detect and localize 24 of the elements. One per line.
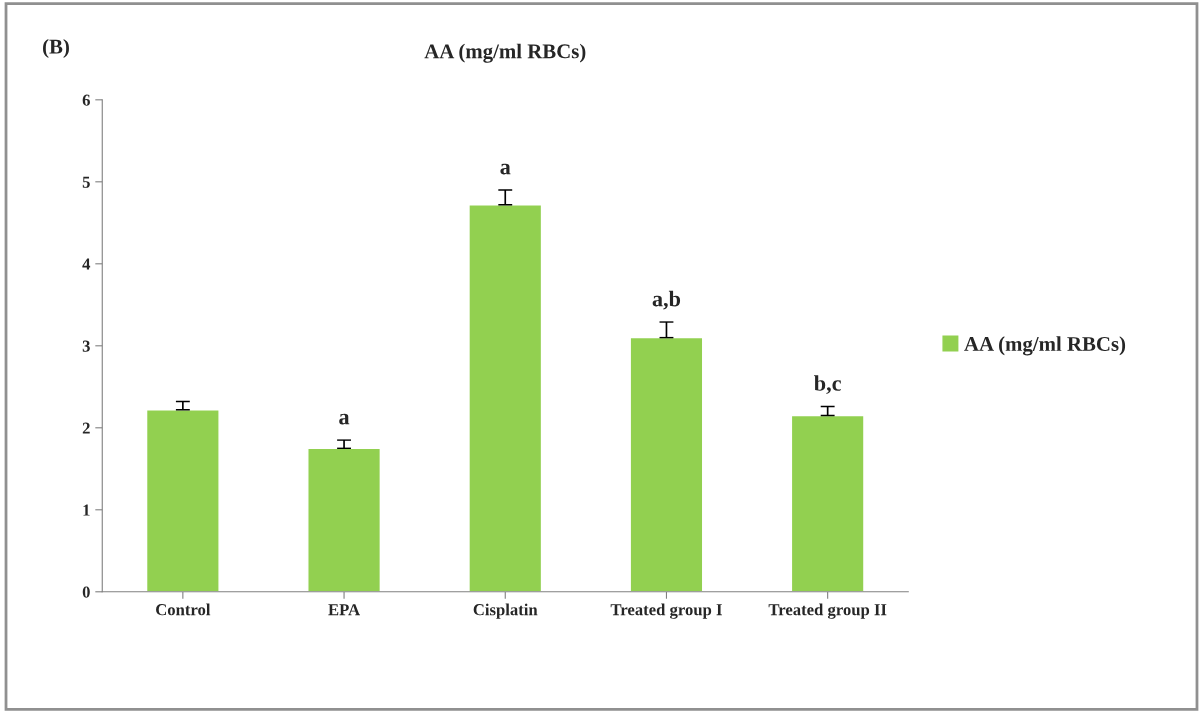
- chart-title: AA (mg/ml RBCs): [424, 43, 586, 63]
- y-tick-label: 6: [82, 94, 90, 106]
- annotation: a: [339, 413, 350, 425]
- y-tick-label: 2: [82, 422, 90, 434]
- legend-label: AA (mg/ml RBCs): [964, 336, 1126, 356]
- bar: [629, 336, 704, 592]
- y-tick-label: 4: [82, 258, 91, 270]
- x-tick-label: Cisplatin: [473, 603, 538, 619]
- y-tick-label: 3: [82, 340, 90, 352]
- x-tick-label: Treated group I: [610, 603, 722, 619]
- y-tick-label: 1: [83, 504, 90, 516]
- annotation: b,c: [814, 375, 841, 395]
- x-tick-label: Control: [156, 603, 211, 616]
- annotation: a: [500, 163, 511, 175]
- x-tick-label: Treated group II: [768, 603, 887, 619]
- bar: [145, 409, 220, 592]
- annotation: a,b: [652, 290, 681, 310]
- x-tick-label: EPA: [328, 604, 360, 616]
- bar: [790, 414, 865, 592]
- bar: [307, 447, 382, 592]
- y-tick-label: 5: [82, 176, 90, 188]
- y-tick-label: 0: [82, 586, 90, 598]
- text: (B): [43, 39, 69, 58]
- bar: [468, 204, 543, 592]
